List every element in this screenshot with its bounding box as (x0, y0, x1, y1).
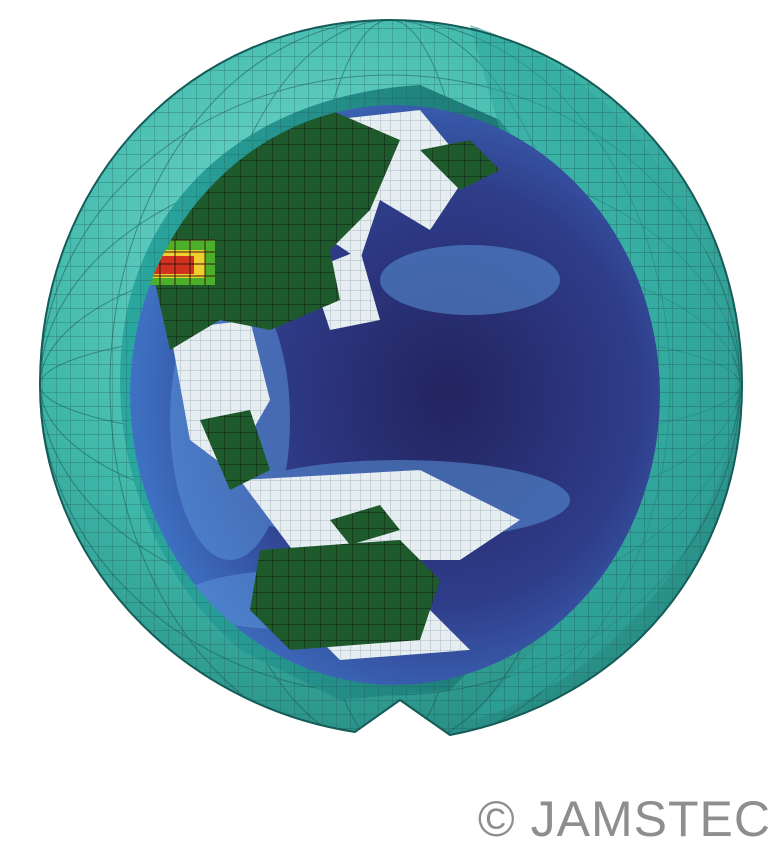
copyright-credit: © JAMSTEC (477, 791, 771, 847)
inner-earth (130, 105, 660, 685)
sphere-outline (38, 18, 744, 737)
globe-illustration (38, 18, 744, 737)
